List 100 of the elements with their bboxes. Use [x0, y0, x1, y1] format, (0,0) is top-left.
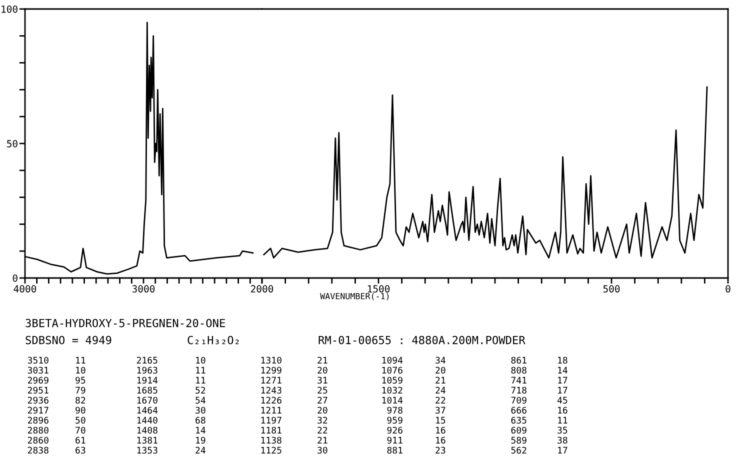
text: 2969	[28, 376, 48, 384]
text: 16	[436, 436, 446, 444]
text: 2951	[28, 386, 48, 394]
y-tick-label: 50	[7, 140, 18, 148]
text: 2165	[136, 356, 158, 364]
text: 15	[436, 416, 446, 424]
x-axis-title: WAVENUMBER(-1)	[320, 292, 389, 300]
text: 35	[558, 426, 568, 434]
text: 21	[436, 376, 446, 384]
text: 10	[196, 356, 206, 364]
text: SDBSNO = 4949	[26, 336, 112, 344]
text: 1440	[137, 416, 158, 424]
text: 20	[436, 366, 446, 374]
text: 1226	[261, 396, 282, 404]
text: 31	[318, 376, 328, 384]
text: 3BETA-HYDROXY-5-PREGNEN-20-ONE	[26, 318, 225, 328]
text: 34	[436, 356, 446, 364]
text: 17	[558, 386, 568, 394]
text: 82	[76, 396, 86, 404]
text: 70	[76, 426, 86, 434]
text: 14	[196, 426, 206, 434]
text: 37	[436, 406, 446, 414]
text: 2860	[28, 436, 48, 444]
text: 25	[318, 386, 328, 394]
text: 1032	[382, 386, 402, 394]
text: 95	[76, 376, 86, 384]
text: 911	[387, 436, 402, 444]
text: 3031	[28, 366, 48, 374]
text: 1138	[261, 436, 282, 444]
text: 718	[511, 386, 526, 394]
text: 22	[436, 396, 446, 404]
text: 23	[436, 446, 446, 454]
text: 61	[76, 436, 86, 444]
text: 19	[196, 436, 206, 444]
text: 926	[387, 426, 402, 434]
text: 1211	[261, 406, 282, 414]
text: 45	[557, 396, 568, 404]
text: 2936	[28, 396, 48, 404]
text: 609	[511, 426, 526, 434]
x-tick-label: 0	[726, 285, 730, 293]
text: 1464	[137, 406, 158, 414]
text: 709	[511, 396, 526, 404]
text: 20	[318, 366, 328, 374]
text: 1243	[261, 386, 282, 394]
x-tick-label: 500	[603, 285, 620, 293]
text: 18	[558, 356, 568, 364]
text: 11	[76, 356, 86, 364]
text: 635	[511, 416, 526, 424]
text: 881	[387, 446, 402, 454]
text: 30	[196, 406, 206, 414]
text: 1197	[261, 416, 282, 424]
text: 2838	[28, 446, 48, 454]
text: 1914	[137, 376, 158, 384]
text: 1125	[261, 446, 282, 454]
text: 68	[196, 416, 206, 424]
text: 10	[76, 366, 86, 374]
text: 589	[511, 436, 526, 444]
text: 1299	[261, 366, 282, 374]
text: 32	[318, 416, 328, 424]
text: 1059	[382, 376, 402, 384]
text: 14	[558, 366, 568, 374]
text: 30	[318, 446, 328, 454]
text: 1310	[261, 356, 282, 364]
text: C₂₁H₃₂O₂	[188, 336, 239, 344]
text: 861	[511, 356, 526, 364]
text: 1271	[261, 376, 282, 384]
x-tick-label: 2000	[251, 285, 274, 293]
text: 38	[558, 436, 568, 444]
text: 21	[318, 356, 328, 364]
text: 52	[196, 386, 206, 394]
text: 27	[318, 396, 328, 404]
text: 54	[196, 396, 206, 404]
text: 1670	[137, 396, 158, 404]
text: 17	[558, 446, 568, 454]
text: 11	[558, 416, 568, 424]
x-tick-label: 1500	[368, 285, 390, 293]
y-tick-label: 0	[12, 274, 18, 282]
text: 11	[196, 366, 206, 374]
text: 1685	[137, 386, 158, 394]
x-tick-label: 4000	[14, 285, 36, 293]
text: 11	[196, 376, 206, 384]
text: 90	[76, 406, 86, 414]
text: 978	[387, 406, 402, 414]
x-tick-label: 3000	[132, 285, 155, 293]
text: 959	[387, 416, 402, 424]
text: 63	[76, 446, 86, 454]
text: 22	[318, 426, 328, 434]
text: 21	[318, 436, 328, 444]
text: 24	[196, 446, 206, 454]
text: 808	[511, 366, 526, 374]
text: 666	[511, 406, 526, 414]
text: 2880	[28, 426, 48, 434]
text: 1014	[382, 396, 403, 404]
text: 24	[436, 386, 446, 394]
text: RM-01-00655 : 4880A.200M.POWDER	[318, 336, 526, 344]
text: 3510	[28, 356, 48, 364]
text: 1353	[137, 446, 158, 454]
text: 2917	[28, 406, 48, 414]
text: 1381	[137, 436, 158, 444]
text: 50	[76, 416, 86, 424]
